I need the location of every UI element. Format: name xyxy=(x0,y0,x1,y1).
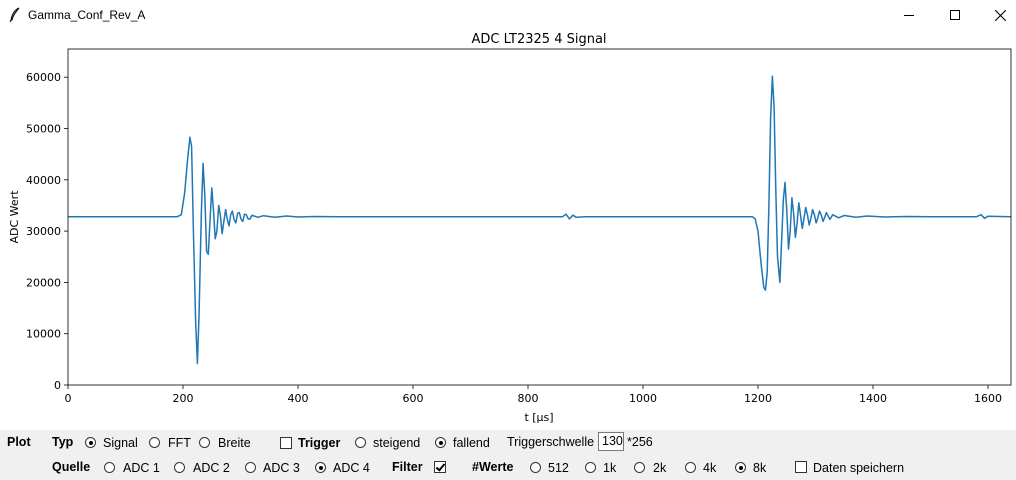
quelle-adc2-label[interactable]: ADC 2 xyxy=(193,461,230,475)
x-tick-label: 400 xyxy=(288,392,309,405)
y-tick-label: 30000 xyxy=(26,225,61,238)
trigger-steigend-label[interactable]: steigend xyxy=(373,436,421,450)
y-tick-label: 50000 xyxy=(26,123,61,136)
threshold-input[interactable]: 130 xyxy=(598,432,624,451)
werte-1k-label[interactable]: 1k xyxy=(603,461,617,475)
title-bar[interactable]: Gamma_Conf_Rev_A xyxy=(0,0,1016,30)
plot-area[interactable]: ADC LT2325 4 Signal 0 10000 20000 30000 4000… xyxy=(0,30,1016,430)
x-axis-label: t [μs] xyxy=(524,411,553,424)
werte-8k-radio[interactable] xyxy=(735,462,746,473)
close-icon xyxy=(994,9,1006,21)
x-tick-label: 600 xyxy=(403,392,424,405)
trigger-checkbox[interactable] xyxy=(280,437,292,449)
x-tick-label: 1600 xyxy=(974,392,1002,405)
quelle-adc3-radio[interactable] xyxy=(245,462,256,473)
typ-breite-radio[interactable] xyxy=(199,437,210,448)
werte-8k-label[interactable]: 8k xyxy=(753,461,767,475)
werte-1k-radio[interactable] xyxy=(585,462,596,473)
x-tick-label: 1400 xyxy=(859,392,887,405)
werte-512-label[interactable]: 512 xyxy=(548,461,569,475)
werte-2k-label[interactable]: 2k xyxy=(653,461,667,475)
werte-label: #Werte xyxy=(472,460,514,474)
minimize-icon xyxy=(904,15,914,16)
maximize-button[interactable] xyxy=(932,0,978,30)
close-button[interactable] xyxy=(977,0,1016,30)
quelle-adc4-radio[interactable] xyxy=(315,462,326,473)
chart-title: ADC LT2325 4 Signal xyxy=(471,32,606,47)
quelle-label: Quelle xyxy=(52,460,91,474)
save-data-label[interactable]: Daten speichern xyxy=(813,461,905,475)
feather-icon xyxy=(9,7,20,23)
typ-fft-radio[interactable] xyxy=(149,437,160,448)
signal-chart: ADC LT2325 4 Signal 01000020000300004000… xyxy=(8,32,1012,424)
typ-signal-label[interactable]: Signal xyxy=(103,436,138,450)
save-data-checkbox[interactable] xyxy=(795,461,807,473)
trigger-steigend-radio[interactable] xyxy=(355,437,366,448)
y-tick-label: 0 xyxy=(54,379,61,392)
maximize-icon xyxy=(950,10,960,20)
y-tick-label: 20000 xyxy=(26,276,61,289)
quelle-adc2-radio[interactable] xyxy=(174,462,185,473)
filter-checkbox[interactable] xyxy=(434,461,446,473)
minimize-button[interactable] xyxy=(886,0,932,30)
filter-label: Filter xyxy=(392,460,423,474)
threshold-label: Triggerschwelle xyxy=(507,435,595,449)
plot-label: Plot xyxy=(7,435,31,449)
axes-frame xyxy=(67,48,1012,386)
werte-4k-radio[interactable] xyxy=(685,462,696,473)
x-tick-label: 1200 xyxy=(744,392,772,405)
werte-512-radio[interactable] xyxy=(530,462,541,473)
threshold-unit: *256 xyxy=(627,435,653,449)
x-tick-label: 800 xyxy=(518,392,539,405)
trigger-fallend-label[interactable]: fallend xyxy=(453,436,490,450)
y-tick-label: 60000 xyxy=(26,71,61,84)
x-tick-label: 1000 xyxy=(629,392,657,405)
x-tick-label: 0 xyxy=(65,392,72,405)
x-tick-label: 200 xyxy=(173,392,194,405)
signal-line xyxy=(68,75,1011,365)
y-tick-label: 10000 xyxy=(26,328,61,341)
typ-fft-label[interactable]: FFT xyxy=(168,436,191,450)
werte-2k-radio[interactable] xyxy=(634,462,645,473)
quelle-adc1-label[interactable]: ADC 1 xyxy=(123,461,160,475)
y-tick-label: 40000 xyxy=(26,174,61,187)
typ-label: Typ xyxy=(52,435,74,449)
quelle-adc4-label[interactable]: ADC 4 xyxy=(333,461,370,475)
typ-breite-label[interactable]: Breite xyxy=(218,436,251,450)
window-title: Gamma_Conf_Rev_A xyxy=(28,8,146,22)
trigger-label[interactable]: Trigger xyxy=(298,436,341,450)
trigger-fallend-radio[interactable] xyxy=(435,437,446,448)
quelle-adc3-label[interactable]: ADC 3 xyxy=(263,461,300,475)
quelle-adc1-radio[interactable] xyxy=(104,462,115,473)
control-panel: Plot Typ Signal FFT Breite Trigger steig… xyxy=(0,430,1016,480)
typ-signal-radio[interactable] xyxy=(85,437,96,448)
werte-4k-label[interactable]: 4k xyxy=(703,461,717,475)
y-axis-label: ADC Wert xyxy=(8,190,21,244)
